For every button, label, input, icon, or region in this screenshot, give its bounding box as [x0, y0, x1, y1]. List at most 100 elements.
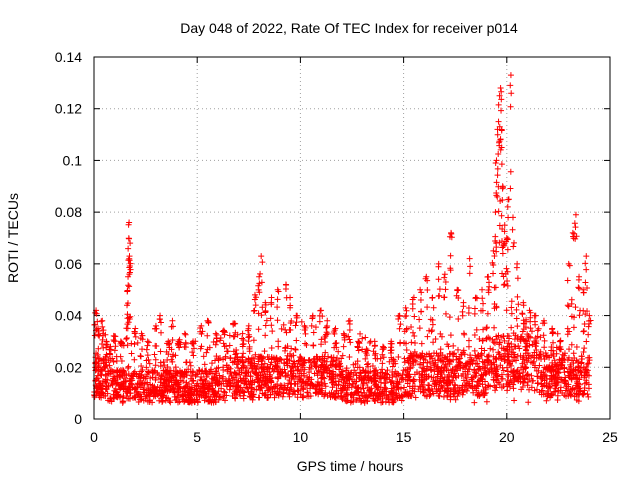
roti-point — [111, 395, 118, 402]
roti-point — [430, 339, 437, 346]
roti-point — [125, 395, 132, 402]
roti-peak-point — [501, 222, 508, 229]
roti-point — [417, 297, 424, 304]
roti-point — [580, 289, 587, 296]
roti-point — [451, 370, 458, 377]
roti-point — [326, 390, 333, 397]
roti-point — [252, 351, 259, 358]
roti-point — [531, 318, 538, 325]
roti-point — [446, 314, 453, 321]
roti-point — [585, 323, 592, 330]
roti-point — [204, 346, 211, 353]
roti-point — [102, 359, 109, 366]
roti-point — [575, 284, 582, 291]
roti-point — [395, 353, 402, 360]
roti-point — [475, 383, 482, 390]
roti-point — [112, 343, 119, 350]
roti-point — [564, 368, 571, 375]
roti-point — [237, 393, 244, 400]
x-tick-label: 5 — [193, 429, 201, 445]
roti-point — [500, 184, 507, 191]
roti-point — [134, 380, 141, 387]
roti-point — [238, 377, 245, 384]
roti-point — [491, 324, 498, 331]
roti-point — [164, 374, 171, 381]
roti-point — [165, 395, 172, 402]
roti-point — [442, 286, 449, 293]
roti-peak-point — [402, 304, 409, 311]
roti-point — [226, 342, 233, 349]
roti-point — [376, 375, 383, 382]
chart-title: Day 048 of 2022, Rate Of TEC Index for r… — [180, 20, 518, 36]
roti-point — [324, 323, 331, 330]
roti-point — [426, 350, 433, 357]
roti-point — [509, 226, 516, 233]
roti-point — [308, 322, 315, 329]
roti-point — [435, 276, 442, 283]
roti-point — [478, 350, 485, 357]
roti-point — [263, 317, 270, 324]
roti-point — [520, 379, 527, 386]
roti-point — [465, 384, 472, 391]
roti-peak-point — [239, 330, 246, 337]
roti-point — [510, 385, 517, 392]
roti-point — [110, 358, 117, 365]
roti-point — [511, 397, 518, 404]
roti-point — [189, 349, 196, 356]
roti-point — [463, 387, 470, 394]
roti-point — [507, 82, 514, 89]
roti-point — [221, 389, 228, 396]
roti-point — [466, 270, 473, 277]
roti-point — [151, 384, 158, 391]
roti-point — [500, 352, 507, 359]
roti-point — [425, 381, 432, 388]
roti-point — [362, 355, 369, 362]
roti-point — [551, 357, 558, 364]
roti-point — [286, 387, 293, 394]
roti-point — [357, 369, 364, 376]
roti-point — [131, 384, 138, 391]
roti-point — [416, 316, 423, 323]
roti-point — [573, 344, 580, 351]
roti-point — [343, 367, 350, 374]
roti-point — [283, 281, 290, 288]
roti-point — [239, 358, 246, 365]
roti-point — [498, 127, 505, 134]
roti-point — [346, 353, 353, 360]
roti-point — [381, 372, 388, 379]
roti-point — [163, 368, 170, 375]
roti-point — [462, 368, 469, 375]
roti-point — [550, 329, 557, 336]
roti-point — [499, 270, 506, 277]
roti-point — [518, 364, 525, 371]
roti-point — [381, 380, 388, 387]
roti-point — [476, 335, 483, 342]
roti-point — [152, 362, 159, 369]
roti-point — [268, 301, 275, 308]
roti-point — [564, 331, 571, 338]
roti-point — [505, 340, 512, 347]
roti-point — [403, 347, 410, 354]
roti-point — [438, 383, 445, 390]
roti-point — [223, 362, 230, 369]
roti-point — [359, 335, 366, 342]
x-tick-label: 0 — [90, 429, 98, 445]
roti-point — [307, 365, 314, 372]
roti-point — [310, 329, 317, 336]
roti-point — [459, 391, 466, 398]
roti-point — [140, 386, 147, 393]
roti-point — [256, 280, 263, 287]
roti-point — [156, 387, 163, 394]
roti-point — [408, 339, 415, 346]
roti-point — [255, 394, 262, 401]
roti-point — [318, 336, 325, 343]
roti-point — [491, 382, 498, 389]
x-tick-label: 20 — [499, 429, 515, 445]
roti-point — [253, 294, 260, 301]
roti-point — [167, 399, 174, 406]
roti-point — [123, 335, 130, 342]
roti-point — [426, 382, 433, 389]
roti-point — [437, 375, 444, 382]
x-tick-label: 10 — [293, 429, 309, 445]
roti-point — [510, 373, 517, 380]
